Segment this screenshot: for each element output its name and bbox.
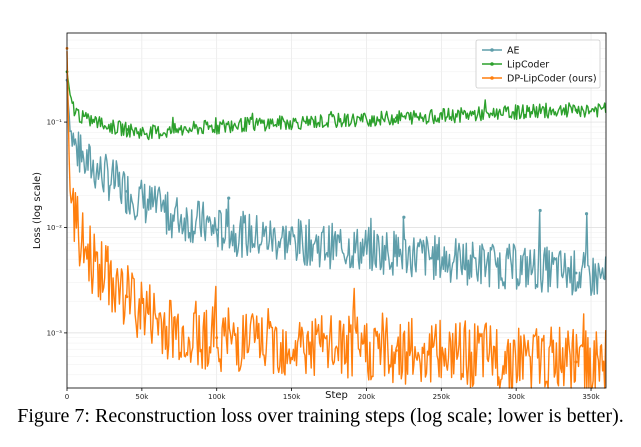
y-tick-label: 10⁻² (47, 224, 63, 232)
series-marker (574, 271, 578, 275)
chart: 0 50k 100k 150k 200k 250k 300k 350k 10⁻³ 10⁻² 10⁻¹… (32, 32, 607, 400)
legend-marker (490, 62, 494, 66)
legend-label: LipCoder (507, 59, 549, 70)
y-tick-label: 10⁻³ (47, 329, 63, 337)
series-marker (125, 189, 129, 193)
legend-marker (490, 76, 494, 80)
y-tick-label: 10⁻¹ (47, 119, 63, 127)
legend-box (475, 39, 601, 89)
x-axis-label: Step (325, 390, 348, 400)
legend-marker (490, 48, 494, 52)
series-marker (125, 128, 129, 131)
series-marker (215, 228, 219, 232)
series-line (66, 51, 607, 389)
x-tick-label: 0 (65, 393, 69, 400)
series-marker (215, 336, 219, 340)
spike-marker (402, 215, 406, 219)
legend: AE LipCoder DP-LipCoder (ours) (475, 39, 601, 89)
series-line (66, 80, 607, 296)
axes-frame (66, 32, 607, 389)
legend-label: DP-LipCoder (ours) (507, 73, 597, 84)
legend-label: AE (507, 45, 520, 56)
spike-marker (227, 196, 231, 200)
y-axis-label: Loss (log scale) (32, 172, 43, 249)
series-marker (574, 360, 578, 364)
series-line (66, 71, 607, 141)
series-marker (394, 251, 398, 254)
spike-marker (538, 208, 542, 213)
x-tick-label: 300k (507, 393, 525, 400)
series-marker (394, 349, 398, 352)
series-marker (394, 116, 398, 120)
series-marker (574, 108, 578, 112)
x-tick-label: 250k (433, 393, 451, 400)
series-marker (125, 295, 129, 299)
figure-caption: Figure 7: Reconstruction loss over train… (17, 405, 624, 427)
series-ae (65, 78, 607, 296)
spike-marker (584, 212, 589, 216)
x-tick-label: 100k (208, 393, 226, 400)
x-tick-label: 350k (582, 393, 600, 400)
series-marker (215, 125, 219, 129)
x-tick-label: 50k (135, 393, 149, 400)
x-tick-label: 200k (358, 393, 376, 400)
x-tick-label: 150k (283, 393, 301, 400)
series-dp-lipcoder-ours- (65, 47, 607, 389)
